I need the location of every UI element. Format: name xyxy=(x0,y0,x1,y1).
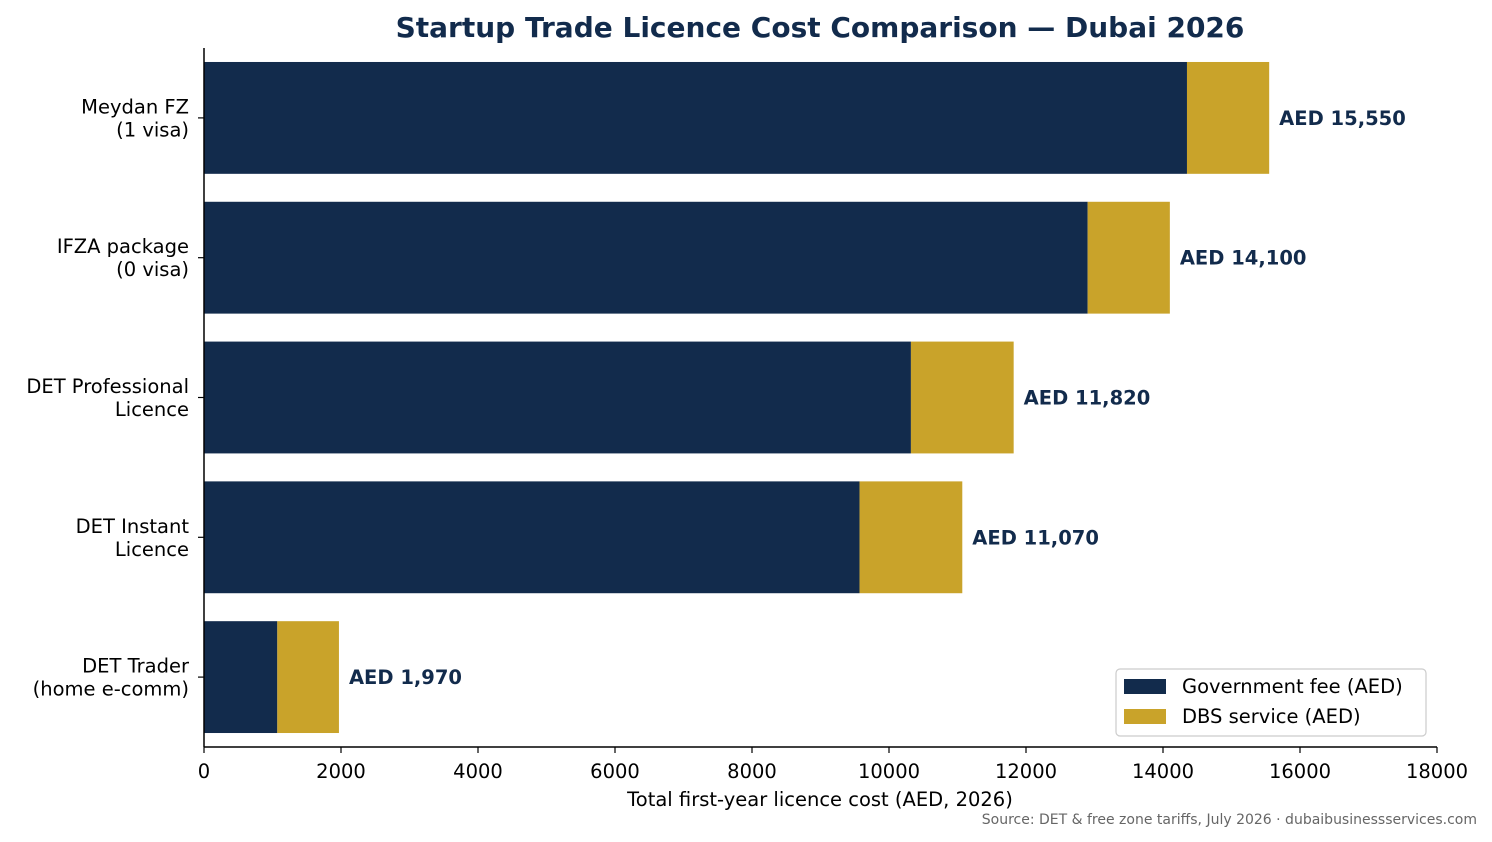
total-label-3: AED 11,070 xyxy=(972,526,1099,549)
y-axis: Meydan FZ(1 visa) IFZA package(0 visa) DET… xyxy=(26,48,205,747)
category-label-2-line-0: DET Professional xyxy=(26,375,189,398)
bar-government-fee-0 xyxy=(204,61,1187,174)
x-tick-label-2: 4000 xyxy=(453,760,503,783)
x-tick-label-6: 12000 xyxy=(995,760,1057,783)
x-tick-label-5: 10000 xyxy=(858,760,920,783)
category-label-1-line-0: IFZA package xyxy=(57,235,189,258)
x-tick-label-4: 8000 xyxy=(727,760,777,783)
x-tick-label-1: 2000 xyxy=(316,760,366,783)
total-label-2: AED 11,820 xyxy=(1024,387,1151,410)
x-tick-label-0: 0 xyxy=(198,760,210,783)
category-label-4-line-0: DET Trader xyxy=(82,655,190,678)
x-tick-label-8: 16000 xyxy=(1269,760,1331,783)
bar-dbs-service-1 xyxy=(1087,201,1170,314)
category-label-0-line-1: (1 visa) xyxy=(116,118,189,141)
bars-group: AED 15,550 AED 14,100 AED 11,820 AED 11,070… xyxy=(204,61,1406,734)
category-label-0-line-0: Meydan FZ xyxy=(81,95,189,118)
legend: Government fee (AED) DBS service (AED) xyxy=(1115,668,1427,737)
bar-dbs-service-4 xyxy=(277,621,339,734)
legend-label-0: Government fee (AED) xyxy=(1182,675,1403,698)
bar-dbs-service-2 xyxy=(910,341,1014,454)
legend-swatch-0 xyxy=(1124,679,1166,694)
x-axis-title: Total first-year licence cost (AED, 2026… xyxy=(626,788,1013,811)
bar-dbs-service-0 xyxy=(1186,61,1270,174)
legend-box xyxy=(1115,668,1427,737)
category-label-2-line-1: Licence xyxy=(115,398,189,421)
legend-label-1: DBS service (AED) xyxy=(1182,705,1361,728)
category-label-3-line-1: Licence xyxy=(115,538,189,561)
x-tick-label-9: 18000 xyxy=(1406,760,1468,783)
chart-title: Startup Trade Licence Cost Comparison — … xyxy=(396,11,1245,44)
bar-government-fee-4 xyxy=(204,621,278,734)
x-axis: 0 2000 4000 6000 8000 10000 12000 14000 16000 180… xyxy=(198,746,1468,783)
legend-swatch-1 xyxy=(1124,709,1166,724)
source-note: Source: DET & free zone tariffs, July 20… xyxy=(982,812,1477,828)
x-tick-label-7: 14000 xyxy=(1132,760,1194,783)
bar-government-fee-3 xyxy=(204,481,860,594)
bar-government-fee-1 xyxy=(204,201,1088,314)
total-label-4: AED 1,970 xyxy=(349,666,462,689)
x-tick-label-3: 6000 xyxy=(590,760,640,783)
bar-dbs-service-3 xyxy=(859,481,963,594)
category-label-4-line-1: (home e-comm) xyxy=(33,678,189,701)
category-label-3-line-0: DET Instant xyxy=(76,515,190,538)
category-label-1-line-1: (0 visa) xyxy=(116,258,189,281)
bar-government-fee-2 xyxy=(204,341,911,454)
total-label-0: AED 15,550 xyxy=(1279,107,1406,130)
total-label-1: AED 14,100 xyxy=(1180,247,1307,270)
